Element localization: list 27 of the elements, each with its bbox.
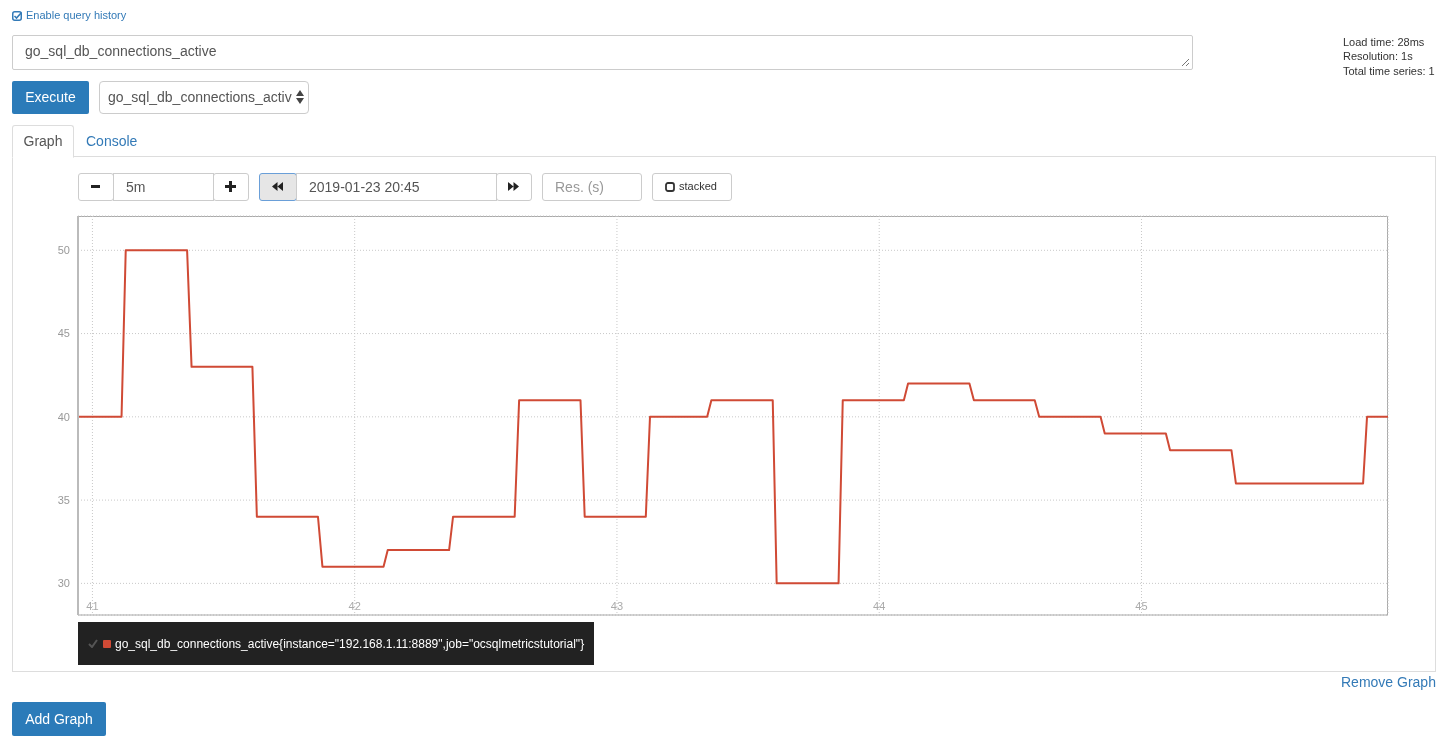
text: Load time: 28ms [1343,36,1425,49]
text: Execute [24,89,77,106]
y-tick-label: 45 [57,327,70,340]
text: Graph [22,133,64,150]
x-tick-label: 45 [1135,600,1148,612]
y-tick-label: 35 [57,494,70,506]
text: go_sql_db_connections_active [25,43,217,60]
y-tick-label: 40 [57,410,70,423]
line-series [78,249,1388,585]
legend-label: go_sql_db_connections_active{instance="192.168.1.11:8889",job="ocsqlmetricstutorial"} [115,636,585,651]
x-tick-label: 43 [610,600,624,612]
x-tick-label: 44 [873,600,886,612]
y-tick-label: 30 [57,577,70,590]
text: 2019-01-23 20:45 [309,179,420,196]
text: Add Graph [24,711,94,728]
text: Resolution: 1s [1343,50,1413,63]
text: Res. (s) [555,179,604,196]
text: 5m [126,179,146,196]
text: Enable query history [26,9,127,22]
x-tick-label: 41 [86,600,99,612]
text: Remove Graph [1341,674,1436,691]
text: Total time series: 1 [1343,65,1435,78]
text: go_sql_db_connections_activ [108,89,292,106]
text: stacked [679,180,717,193]
y-tick-label: 50 [57,244,70,257]
x-tick-label: 42 [348,600,361,612]
text: Console [86,133,138,150]
